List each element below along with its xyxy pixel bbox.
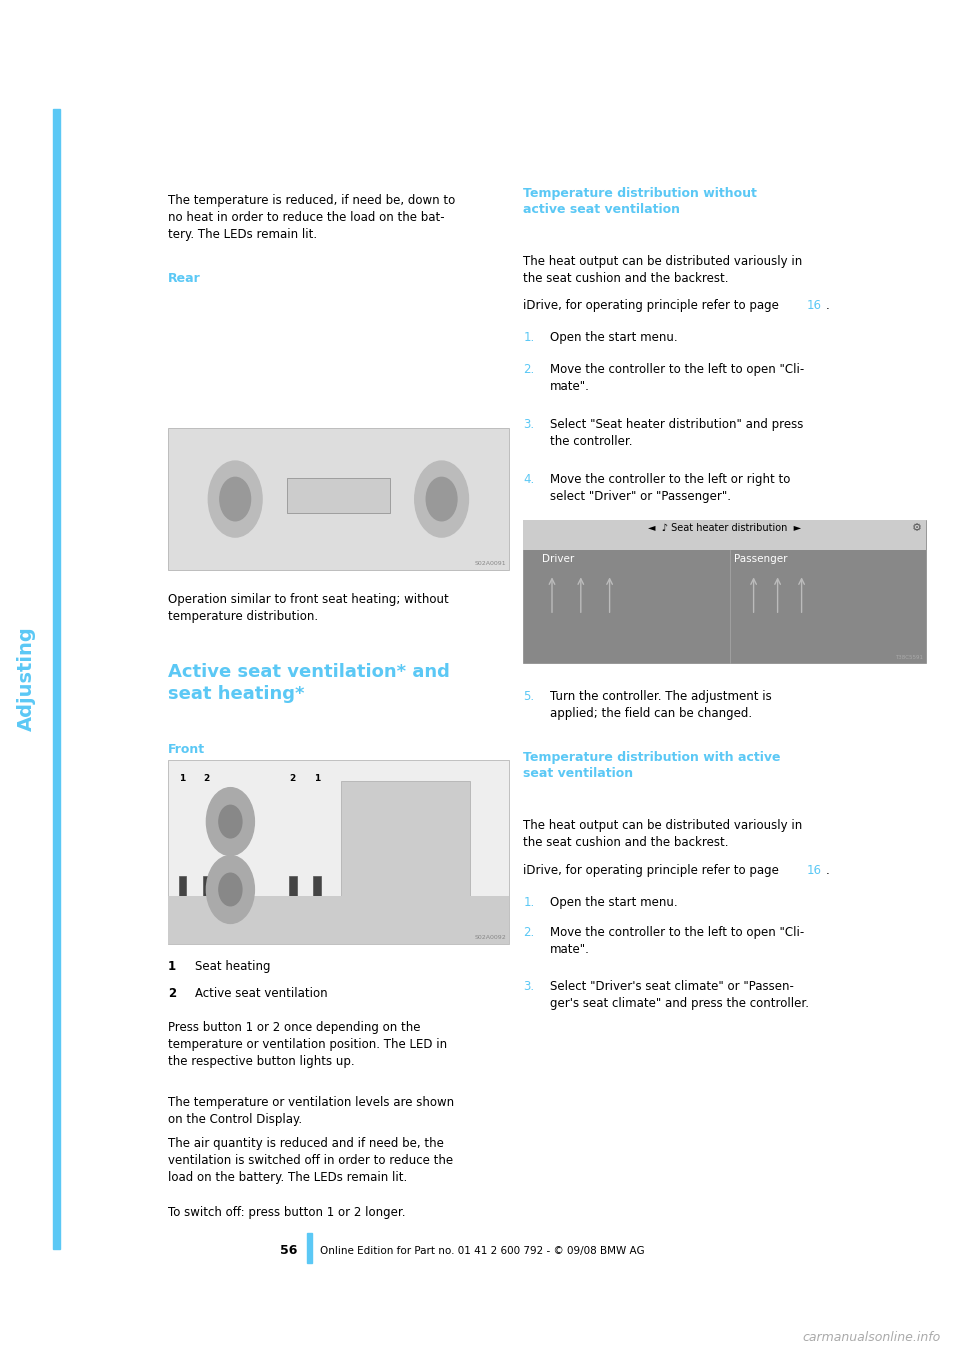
Text: iDrive, for operating principle refer to page: iDrive, for operating principle refer to…	[523, 864, 782, 877]
Text: Open the start menu.: Open the start menu.	[550, 331, 678, 345]
FancyBboxPatch shape	[168, 760, 509, 944]
Text: The heat output can be distributed variously in
the seat cushion and the backres: The heat output can be distributed vario…	[523, 255, 803, 285]
Text: 1.: 1.	[523, 331, 535, 345]
Text: Seat heating: Seat heating	[195, 960, 271, 974]
Text: ◄  ♪ Seat heater distribution  ►: ◄ ♪ Seat heater distribution ►	[648, 523, 802, 532]
Text: The air quantity is reduced and if need be, the
ventilation is switched off in o: The air quantity is reduced and if need …	[168, 1137, 453, 1184]
Bar	[307, 1233, 312, 1263]
Text: 2.: 2.	[523, 363, 535, 376]
Bar	[289, 876, 297, 930]
Text: Adjusting: Adjusting	[17, 626, 36, 732]
Bar	[287, 478, 390, 513]
Text: Temperature distribution without
active seat ventilation: Temperature distribution without active …	[523, 187, 757, 216]
Text: Move the controller to the left to open "Cli-
mate".: Move the controller to the left to open …	[550, 926, 804, 956]
Text: 3.: 3.	[523, 418, 535, 432]
Bar	[523, 520, 926, 550]
Text: 3.: 3.	[523, 980, 535, 994]
Text: Temperature distribution with active
seat ventilation: Temperature distribution with active sea…	[523, 751, 780, 779]
Text: 1.: 1.	[523, 896, 535, 910]
Bar	[179, 876, 186, 930]
Text: Driver: Driver	[542, 554, 575, 564]
Text: Online Edition for Part no. 01 41 2 600 792 - © 09/08 BMW AG: Online Edition for Part no. 01 41 2 600 …	[320, 1245, 644, 1256]
Circle shape	[206, 856, 254, 923]
Text: 2: 2	[168, 987, 176, 1001]
Text: 56: 56	[280, 1244, 298, 1258]
Bar	[168, 896, 509, 944]
Text: 1: 1	[168, 960, 176, 974]
Bar	[341, 781, 470, 923]
Text: .: .	[826, 299, 829, 312]
Circle shape	[219, 805, 242, 838]
Text: 2: 2	[290, 774, 296, 784]
Text: Front: Front	[168, 743, 205, 756]
Circle shape	[426, 478, 457, 520]
Text: Move the controller to the left or right to
select "Driver" or "Passenger".: Move the controller to the left or right…	[550, 473, 790, 502]
Text: Rear: Rear	[168, 272, 201, 285]
Text: The temperature is reduced, if need be, down to
no heat in order to reduce the l: The temperature is reduced, if need be, …	[168, 194, 455, 242]
Text: Active seat ventilation* and
seat heating*: Active seat ventilation* and seat heatin…	[168, 663, 450, 703]
Text: 1: 1	[314, 774, 320, 784]
Text: Open the start menu.: Open the start menu.	[550, 896, 678, 910]
Text: 16: 16	[806, 864, 822, 877]
Bar	[53, 109, 60, 1249]
Text: Press button 1 or 2 once depending on the
temperature or ventilation position. T: Press button 1 or 2 once depending on th…	[168, 1021, 447, 1069]
Text: 16: 16	[806, 299, 822, 312]
Circle shape	[206, 788, 254, 856]
Text: 1: 1	[180, 774, 185, 784]
Text: S02A0091: S02A0091	[474, 561, 506, 566]
Text: ⚙: ⚙	[912, 523, 922, 532]
Text: S02A0092: S02A0092	[474, 934, 506, 940]
Text: carmanualsonline.info: carmanualsonline.info	[803, 1331, 941, 1344]
Text: Move the controller to the left to open "Cli-
mate".: Move the controller to the left to open …	[550, 363, 804, 392]
FancyBboxPatch shape	[523, 520, 926, 663]
Text: The heat output can be distributed variously in
the seat cushion and the backres: The heat output can be distributed vario…	[523, 819, 803, 849]
Circle shape	[415, 460, 468, 536]
Text: Active seat ventilation: Active seat ventilation	[195, 987, 327, 1001]
Text: Operation similar to front seat heating; without
temperature distribution.: Operation similar to front seat heating;…	[168, 593, 448, 623]
Text: 4.: 4.	[523, 473, 535, 486]
Bar	[203, 876, 210, 930]
Text: Passenger: Passenger	[734, 554, 788, 564]
Text: The temperature or ventilation levels are shown
on the Control Display.: The temperature or ventilation levels ar…	[168, 1096, 454, 1126]
Text: T38C5591: T38C5591	[896, 655, 924, 660]
Text: To switch off: press button 1 or 2 longer.: To switch off: press button 1 or 2 longe…	[168, 1206, 405, 1219]
Circle shape	[208, 460, 262, 536]
Circle shape	[219, 873, 242, 906]
Text: .: .	[826, 864, 829, 877]
Text: 2: 2	[204, 774, 209, 784]
Text: 5.: 5.	[523, 690, 535, 703]
Text: Select "Driver's seat climate" or "Passen-
ger's seat climate" and press the con: Select "Driver's seat climate" or "Passe…	[550, 980, 809, 1010]
Text: Select "Seat heater distribution" and press
the controller.: Select "Seat heater distribution" and pr…	[550, 418, 804, 448]
Bar	[313, 876, 321, 930]
Text: iDrive, for operating principle refer to page: iDrive, for operating principle refer to…	[523, 299, 782, 312]
Text: 2.: 2.	[523, 926, 535, 940]
Circle shape	[220, 478, 251, 520]
Text: Turn the controller. The adjustment is
applied; the field can be changed.: Turn the controller. The adjustment is a…	[550, 690, 772, 720]
FancyBboxPatch shape	[168, 428, 509, 570]
